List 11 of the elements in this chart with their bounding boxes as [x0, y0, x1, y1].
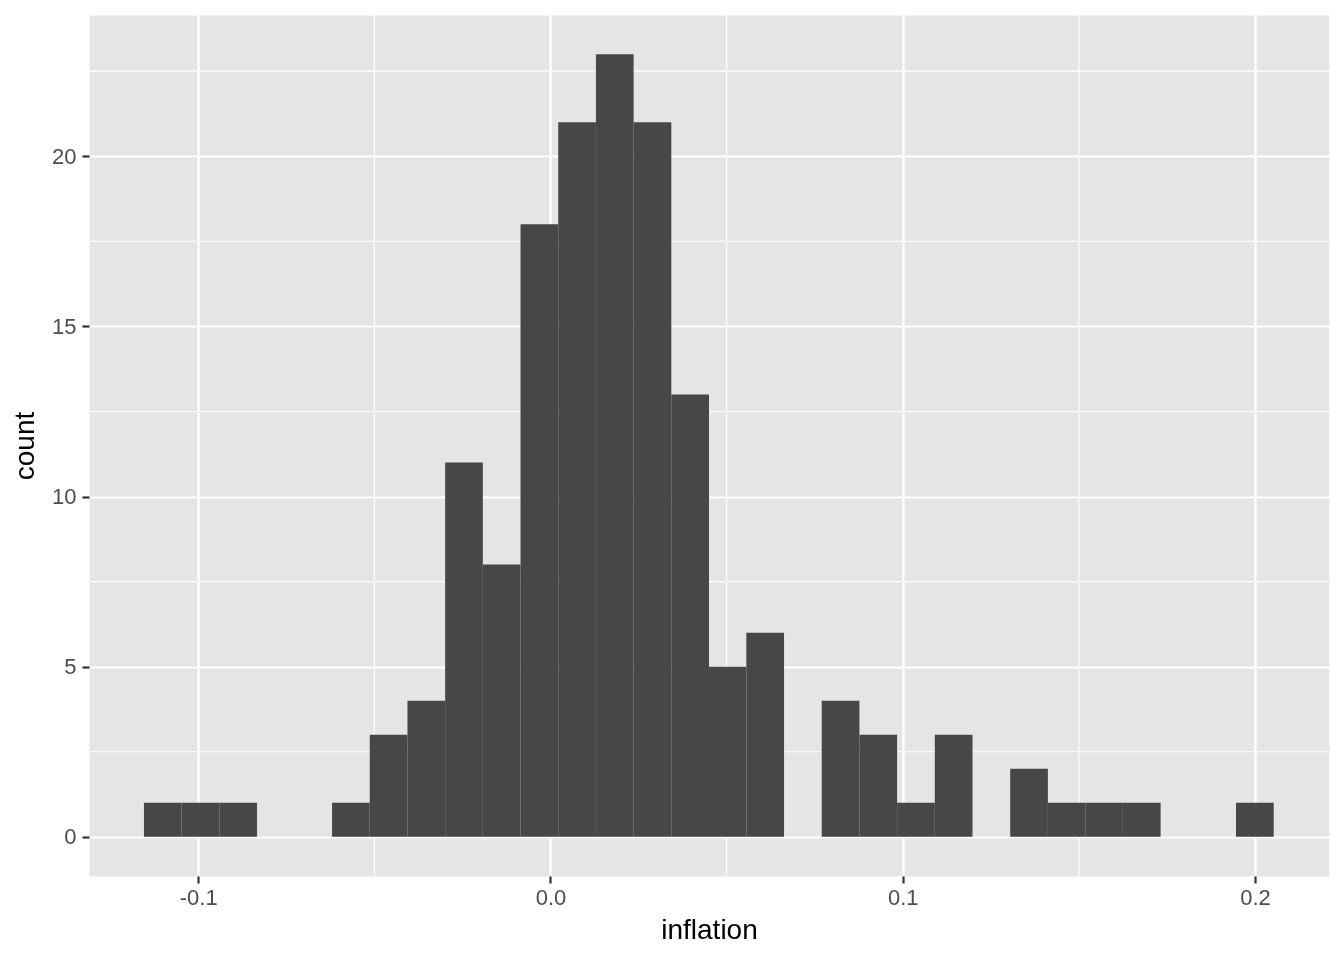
x-tick-label: 0.0 [535, 884, 567, 910]
x-tick-label: 0.1 [887, 884, 919, 910]
x-axis-title: inflation [661, 913, 758, 945]
y-tick-label: 20 [52, 143, 77, 169]
y-tick-label: 5 [64, 654, 77, 680]
x-tick-label: -0.1 [179, 884, 218, 910]
y-tick-label: 15 [52, 313, 77, 339]
y-tick-label: 10 [52, 484, 77, 510]
x-tick-label: 0.2 [1240, 884, 1271, 910]
y-tick-label: 0 [64, 824, 77, 850]
y-axis-title: count [9, 411, 41, 481]
